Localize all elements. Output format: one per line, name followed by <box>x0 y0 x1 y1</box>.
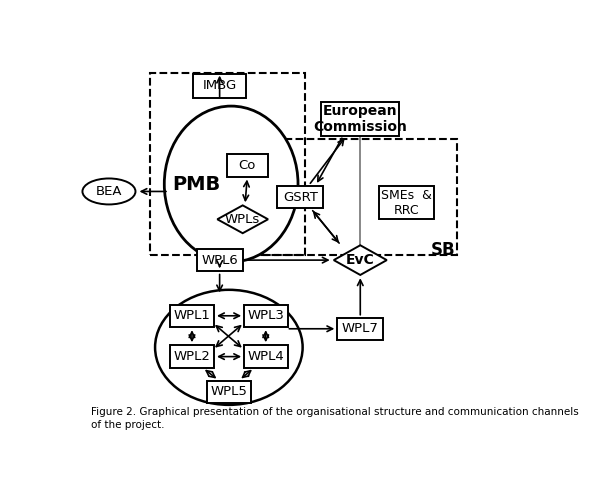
FancyBboxPatch shape <box>378 186 434 219</box>
Text: WPLs: WPLs <box>225 213 260 226</box>
Text: IMBG: IMBG <box>202 79 237 92</box>
Text: WPL6: WPL6 <box>201 254 238 267</box>
Text: EvC: EvC <box>346 253 375 267</box>
Text: SB: SB <box>431 241 456 259</box>
FancyBboxPatch shape <box>244 305 287 327</box>
Ellipse shape <box>164 106 298 262</box>
FancyBboxPatch shape <box>170 305 214 327</box>
FancyBboxPatch shape <box>193 74 246 98</box>
Text: WPL2: WPL2 <box>174 350 211 363</box>
FancyBboxPatch shape <box>227 154 268 176</box>
Ellipse shape <box>83 178 136 204</box>
FancyBboxPatch shape <box>196 249 243 271</box>
FancyBboxPatch shape <box>170 346 214 368</box>
FancyBboxPatch shape <box>277 186 324 208</box>
Text: European
Commission: European Commission <box>314 104 407 134</box>
Text: WPL3: WPL3 <box>248 309 284 322</box>
Text: Co: Co <box>239 159 256 172</box>
Text: GSRT: GSRT <box>283 190 318 203</box>
Polygon shape <box>334 245 387 275</box>
Polygon shape <box>217 205 268 233</box>
FancyBboxPatch shape <box>337 318 383 340</box>
Text: WPL7: WPL7 <box>342 322 378 335</box>
Ellipse shape <box>155 290 303 405</box>
Text: PMB: PMB <box>173 174 221 194</box>
Text: WPL4: WPL4 <box>248 350 284 363</box>
Text: BEA: BEA <box>96 185 122 198</box>
FancyBboxPatch shape <box>207 381 250 403</box>
FancyBboxPatch shape <box>321 102 399 136</box>
Text: Figure 2. Graphical presentation of the organisational structure and communicati: Figure 2. Graphical presentation of the … <box>90 407 578 430</box>
Text: WPL1: WPL1 <box>174 309 211 322</box>
Text: WPL5: WPL5 <box>211 386 248 398</box>
Text: SMEs  &
RRC: SMEs & RRC <box>381 188 432 216</box>
FancyBboxPatch shape <box>244 346 287 368</box>
